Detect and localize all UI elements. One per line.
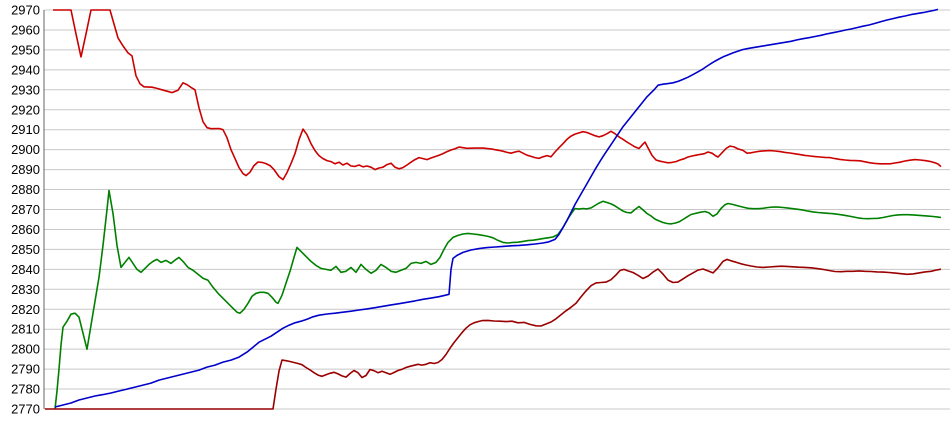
series-line-green [54,189,942,410]
y-axis-tick-label: 2870 [11,202,40,217]
y-axis-tick-label: 2810 [11,322,40,337]
y-axis-tick-label: 2970 [11,3,40,18]
y-axis-tick-label: 2940 [11,62,40,77]
gridlines [44,9,950,410]
y-axis-tick-label: 2910 [11,122,40,137]
y-axis-tick-label: 2930 [11,82,40,97]
y-axis-tick-label: 2790 [11,362,40,377]
y-axis-tick-label: 2920 [11,102,40,117]
y-axis-tick-label: 2770 [11,402,40,417]
y-axis-tick-label: 2880 [11,182,40,197]
y-axis-tick-label: 2840 [11,262,40,277]
y-axis-tick-label: 2850 [11,242,40,257]
y-axis-tick-label: 2900 [11,142,40,157]
y-axis-tick-label: 2960 [11,22,40,37]
y-axis-tick-label: 2820 [11,302,40,317]
y-axis-tick-label: 2890 [11,162,40,177]
series-line-blue [54,8,939,408]
y-axis-tick-label: 2830 [11,282,40,297]
y-axis-tick-label: 2780 [11,382,40,397]
y-axis-labels: 2970 2960 2950 2940 2930 2920 2910 2900 2890 2880… [11,3,40,417]
y-axis-tick-label: 2950 [11,42,40,57]
y-axis-tick-label: 2860 [11,222,40,237]
series-line-red-upper [53,9,942,181]
y-axis-tick-label: 2800 [11,342,40,357]
series-line-red-lower [45,258,942,410]
series-lines [45,8,942,410]
